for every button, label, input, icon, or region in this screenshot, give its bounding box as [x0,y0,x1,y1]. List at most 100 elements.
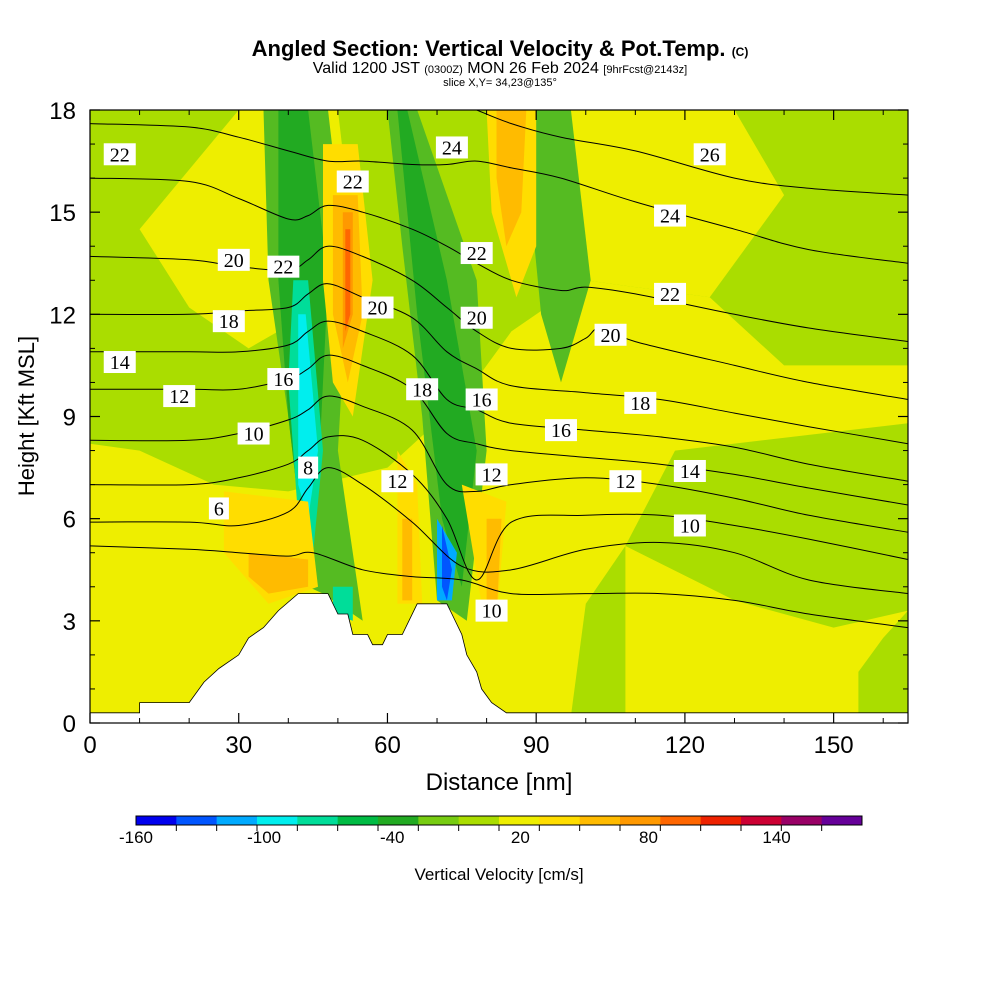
theta-contour-24 [90,123,908,264]
theta-contour-8 [90,467,908,595]
contour-label-14: 14 [673,459,706,483]
contour-label-10: 10 [237,422,270,446]
contour-label-box [336,170,369,193]
contour-label-text: 12 [169,386,189,408]
copyright-mark: (C) [731,45,749,59]
velocity-region-60 [496,110,527,247]
contour-label-box [267,368,300,391]
contour-label-box [673,459,706,482]
x-tick-label: 0 [83,732,96,759]
colorbar-tick-label: -100 [247,828,281,847]
contour-label-18: 18 [212,310,245,333]
chart-title: Angled Section: Vertical Velocity & Pot.… [0,38,1000,60]
velocity-region-100 [345,229,351,332]
contour-label-text: 20 [467,308,487,330]
contour-label-text: 16 [472,389,492,411]
x-axis-label: Distance [nm] [426,769,573,796]
contour-label-box [103,351,136,374]
y-tick-label: 6 [63,507,76,534]
contour-label-box [267,255,300,278]
contour-label-text: 16 [273,369,293,391]
contour-label-box [654,282,687,305]
x-tick-label: 120 [665,732,705,759]
colorbar-swatch [821,816,863,825]
colorbar-swatch [176,816,218,825]
contour-label-text: 18 [412,379,432,401]
contour-label-text: 10 [680,515,700,537]
contour-label-text: 22 [110,144,130,166]
contour-label-24: 24 [654,204,687,228]
colorbar-tick-label: -160 [119,828,153,847]
contour-label-22: 22 [336,170,369,194]
y-tick-label: 9 [63,405,76,432]
contour-label-10: 10 [475,599,508,623]
contour-label-text: 22 [343,172,363,194]
contour-label-box [465,388,498,411]
valid-date: MON 26 Feb 2024 [467,60,599,77]
contour-label-18: 18 [406,378,439,401]
contour-label-text: 20 [368,298,388,320]
terrain [90,593,908,723]
velocity-region--80 [332,586,353,621]
velocity-region--20 [858,610,908,717]
theta-contour-10 [90,435,908,581]
contour-label-box [654,204,687,227]
theta-contour-22 [90,177,908,343]
colorbar-swatch [378,816,419,825]
contour-label-6: 6 [208,497,229,520]
contour-label-text: 10 [244,424,264,446]
colorbar-swatch [499,816,540,825]
velocity-region-60 [248,552,309,594]
contour-label-box [163,385,196,408]
contour-label-text: 22 [467,243,487,265]
colorbar-swatch [781,816,823,825]
colorbar-tick-label: 80 [639,828,658,847]
contour-label-20: 20 [361,296,394,320]
contour-label-box [693,143,726,166]
contour-label-box [544,419,577,442]
theta-contour-16 [90,320,908,482]
theta-contour-18 [90,283,908,445]
contour-label-text: 12 [482,464,502,486]
contour-label-16: 16 [465,388,498,411]
colorbar-swatch [741,816,782,825]
contour-label-18: 18 [624,391,657,415]
contour-label-26: 26 [693,143,726,166]
y-tick-label: 12 [49,302,76,329]
y-tick-label: 0 [63,711,76,738]
colorbar-swatch [620,816,661,825]
colorbar-tick-label: 20 [511,828,530,847]
contour-label-box [361,296,394,319]
colorbar-tick-label: -40 [380,828,405,847]
chart-title-text: Angled Section: Vertical Velocity & Pot.… [251,36,726,61]
valid-time: Valid 1200 JST [312,60,420,77]
colorbar-swatch [700,816,742,825]
contour-label-text: 6 [214,498,224,520]
contour-label-box [673,514,706,537]
colorbar-swatch [458,816,500,825]
contour-label-16: 16 [267,368,300,391]
contour-label-box [212,310,245,333]
contour-label-box [208,497,229,520]
contour-label-12: 12 [381,470,414,493]
colorbar-swatch [136,816,177,825]
contour-label-text: 24 [660,206,680,228]
chart-subtitle: Valid 1200 JST (0300Z) MON 26 Feb 2024 [… [0,61,1000,77]
velocity-region--140 [442,525,452,601]
contour-label-8: 8 [298,456,319,480]
contour-label-12: 12 [609,470,642,493]
colorbar-swatch [337,816,379,825]
colorbar-swatch [297,816,339,825]
contour-label-box [594,323,627,346]
contour-label-text: 18 [630,393,650,415]
contour-label-text: 24 [442,137,462,159]
contour-label-text: 12 [387,471,407,493]
theta-contour-14 [90,354,908,506]
contour-label-box [475,599,508,622]
contour-label-box [624,391,657,414]
forecast-info: [9hrFcst@2143z] [603,64,688,76]
contour-label-22: 22 [460,242,493,265]
contour-label-text: 8 [303,458,313,480]
contour-label-20: 20 [594,323,627,347]
